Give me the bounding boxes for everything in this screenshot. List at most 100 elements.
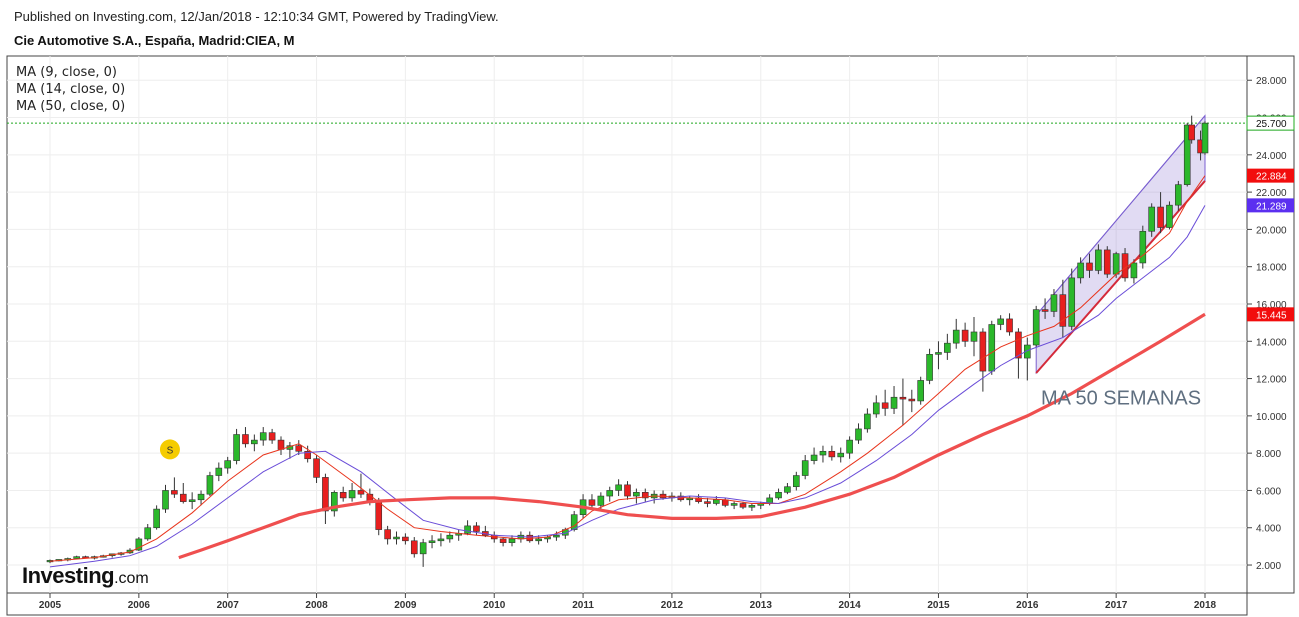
channel-upper-line: [1035, 115, 1206, 316]
x-tick-label: 2008: [305, 600, 328, 611]
x-tick-label: 2013: [750, 600, 773, 611]
candle-body: [171, 490, 178, 495]
candle-body: [881, 402, 889, 409]
legend-ma50[interactable]: MA (50, close, 0): [16, 99, 126, 114]
candle-body: [295, 445, 303, 452]
candle-body: [855, 428, 862, 441]
plot-area: [6, 55, 1248, 594]
candle-body: [1183, 124, 1191, 185]
candle-body: [1130, 262, 1138, 279]
y-tick-label: 6.000: [1256, 486, 1281, 497]
candle-body: [322, 477, 329, 512]
price-label-box: [1246, 115, 1295, 131]
candle-body: [446, 534, 454, 540]
candle-body: [1006, 318, 1013, 333]
ma-line-1: [49, 175, 1206, 562]
logo-bold: Investing: [22, 563, 115, 588]
candle-body: [588, 499, 596, 506]
y-tick-label: 10.000: [1256, 412, 1287, 423]
candle-body: [633, 492, 640, 497]
candle-body: [713, 499, 720, 504]
price-labels: 25.700 22.884 21.289 15.445: [1246, 115, 1295, 322]
candle-body: [464, 525, 471, 534]
candle-body: [864, 413, 871, 430]
x-tick-label: 2007: [217, 600, 240, 611]
legend-ma14[interactable]: MA (14, close, 0): [16, 82, 126, 97]
published-line: Published on Investing.com, 12/Jan/2018 …: [14, 9, 499, 24]
candle-body: [793, 475, 800, 488]
event-marker[interactable]: S: [159, 439, 180, 460]
candle-body: [1024, 344, 1031, 359]
candle-body: [268, 432, 276, 441]
candle-body: [819, 450, 827, 456]
candle-body: [419, 542, 427, 555]
candle-body: [899, 396, 907, 400]
axis-tick-labels: 2.000 4.000 6.000 8.000 10.000 12.000 14.000 16…: [39, 76, 1287, 611]
price-label-box: [1247, 307, 1294, 322]
price-label-text: 22.884: [1256, 172, 1287, 183]
y-tick-label: 22.000: [1256, 188, 1287, 199]
candle-body: [775, 492, 782, 499]
candle-body: [730, 503, 738, 506]
candle-body: [1032, 309, 1040, 346]
x-tick-label: 2018: [1194, 600, 1217, 611]
candle-body: [251, 439, 258, 445]
candle-body: [641, 492, 649, 499]
price-label-box: [1247, 198, 1294, 213]
price-label-text: 15.445: [1256, 310, 1287, 321]
candle-body: [624, 484, 631, 497]
x-tick-label: 2015: [927, 600, 950, 611]
candle-body: [473, 525, 480, 532]
candle-body: [1148, 206, 1155, 232]
x-tick-label: 2011: [572, 600, 594, 611]
candle-body: [704, 501, 711, 504]
candle-body: [721, 499, 729, 506]
y-axis-panel: [1246, 55, 1295, 594]
candle-body: [1166, 204, 1173, 228]
candle-body: [224, 460, 231, 469]
candle-body: [535, 538, 542, 542]
candle-body: [872, 402, 880, 415]
candle-body: [979, 331, 987, 372]
candle-body: [402, 536, 409, 542]
candle-body: [339, 492, 347, 499]
candle-body: [988, 324, 996, 372]
candle-body: [384, 529, 391, 540]
x-tick-label: 2016: [1016, 600, 1039, 611]
investing-logo[interactable]: Investing.com: [22, 563, 149, 589]
candle-body: [233, 434, 240, 461]
candle-body: [1188, 124, 1195, 141]
candle-body: [162, 490, 169, 510]
y-tick-label: 14.000: [1256, 337, 1287, 348]
candle-body: [952, 329, 960, 344]
candle-body: [1201, 122, 1209, 154]
candle-body: [1121, 253, 1129, 279]
y-tick-label: 12.000: [1256, 375, 1287, 386]
marker-circle: [159, 439, 180, 460]
candle-body: [393, 536, 400, 540]
candle-body: [908, 398, 916, 402]
candle-body: [348, 490, 356, 499]
candle-body: [917, 380, 924, 402]
candle-body: [188, 499, 196, 502]
candle-body: [810, 454, 818, 461]
candle-body: [259, 432, 267, 441]
candle-body: [153, 508, 160, 529]
candle-body: [615, 484, 622, 491]
legend-ma9[interactable]: MA (9, close, 0): [16, 65, 117, 80]
y-tick-label: 28.000: [1256, 76, 1287, 87]
price-label-box: [1247, 168, 1294, 183]
candle-body: [597, 495, 605, 506]
chart-title[interactable]: Cie Automotive S.A., España, Madrid:CIEA…: [14, 33, 295, 48]
candle-body: [944, 342, 951, 353]
candle-body: [1139, 230, 1147, 264]
candle-body: [1103, 249, 1111, 275]
candle-body: [508, 538, 516, 543]
candle-body: [437, 538, 445, 542]
candle-body: [206, 475, 214, 495]
candle-body: [828, 450, 836, 458]
logo-suffix: .com: [114, 570, 149, 587]
candle-body: [1175, 184, 1182, 206]
ma-line-2: [49, 205, 1206, 568]
